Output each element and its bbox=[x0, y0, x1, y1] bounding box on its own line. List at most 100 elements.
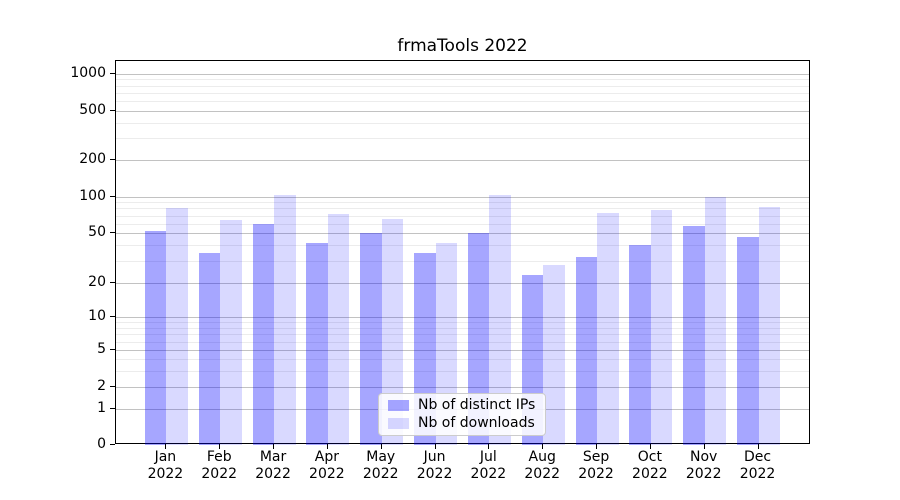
y-tickmark-0 bbox=[110, 444, 115, 445]
gridline-minor-70 bbox=[116, 215, 809, 217]
bar-oct-distinct-ips bbox=[629, 245, 651, 445]
y-tickmark-5 bbox=[110, 349, 115, 351]
x-tickmark-nov bbox=[703, 444, 705, 449]
x-tick-label-dec-2022: Dec 2022 bbox=[739, 449, 776, 482]
bar-nov-downloads bbox=[704, 196, 727, 445]
x-tickmark-sep bbox=[596, 444, 598, 449]
plot-area: Nb of distinct IPs Nb of downloads bbox=[115, 60, 810, 445]
bar-aug-downloads bbox=[543, 264, 565, 445]
bar-may-downloads bbox=[381, 219, 404, 445]
gridline-minor-900 bbox=[116, 79, 809, 81]
gridline-minor-4 bbox=[116, 359, 809, 361]
y-tick-label-5: 5 bbox=[97, 341, 106, 358]
y-tick-label-2: 2 bbox=[97, 378, 106, 394]
x-tickmark-mar bbox=[273, 444, 275, 449]
gridline-major-1000 bbox=[116, 73, 809, 75]
y-tick-label-0: 0 bbox=[97, 436, 106, 452]
gridline-minor-6 bbox=[116, 341, 809, 343]
gridline-minor-3 bbox=[116, 370, 809, 372]
x-tick-label-jan-2022: Jan 2022 bbox=[147, 449, 184, 482]
y-tick-label-1000: 1000 bbox=[70, 64, 106, 81]
legend-entry-downloads: Nb of downloads bbox=[388, 416, 545, 431]
y-tickmark-200 bbox=[110, 159, 115, 160]
bar-jan-distinct-ips bbox=[144, 231, 167, 445]
chart-title: frmaTools 2022 bbox=[397, 36, 528, 56]
y-tick-label-100: 100 bbox=[79, 187, 106, 204]
x-tickmark-dec bbox=[757, 444, 759, 449]
bar-feb-distinct-ips bbox=[198, 252, 221, 445]
legend-entry-distinct-ips: Nb of distinct IPs bbox=[388, 398, 545, 413]
x-tick-label-nov-2022: Nov 2022 bbox=[685, 449, 722, 482]
bar-feb-downloads bbox=[220, 220, 242, 445]
x-tickmark-jul bbox=[488, 444, 490, 449]
gridline-minor-300 bbox=[116, 138, 809, 140]
y-tickmark-500 bbox=[110, 110, 115, 111]
y-tick-label-500: 500 bbox=[79, 102, 106, 118]
legend-swatch-downloads bbox=[388, 418, 409, 429]
bar-nov-distinct-ips bbox=[683, 226, 705, 445]
legend-label-distinct-ips: Nb of distinct IPs bbox=[418, 397, 536, 413]
gridline-major-100 bbox=[116, 196, 809, 198]
gridline-minor-30 bbox=[116, 260, 809, 262]
x-tick-label-feb-2022: Feb 2022 bbox=[201, 449, 238, 482]
bar-jan-downloads bbox=[166, 207, 188, 445]
bar-dec-downloads bbox=[758, 206, 781, 445]
x-tick-label-jun-2022: Jun 2022 bbox=[416, 449, 453, 482]
x-tickmark-feb bbox=[219, 444, 221, 449]
x-tickmark-oct bbox=[649, 444, 651, 449]
gridline-minor-7 bbox=[116, 334, 809, 336]
y-tick-label-1: 1 bbox=[97, 399, 106, 416]
y-tick-label-20: 20 bbox=[88, 273, 106, 290]
gridline-minor-60 bbox=[116, 223, 809, 225]
y-tickmark-50 bbox=[110, 232, 115, 234]
gridline-minor-9 bbox=[116, 322, 809, 324]
x-tick-label-apr-2022: Apr 2022 bbox=[309, 449, 345, 482]
x-tickmark-jun bbox=[434, 444, 436, 449]
x-tick-label-mar-2022: Mar 2022 bbox=[255, 449, 291, 482]
gridline-major-10 bbox=[116, 317, 809, 318]
x-tick-label-aug-2022: Aug 2022 bbox=[524, 449, 561, 482]
bar-jul-downloads bbox=[489, 195, 511, 445]
x-tickmark-may bbox=[380, 444, 382, 449]
y-tickmark-1 bbox=[110, 407, 115, 409]
gridline-minor-600 bbox=[116, 101, 809, 103]
y-tickmark-10 bbox=[110, 316, 115, 317]
bar-jul-distinct-ips bbox=[467, 233, 490, 445]
x-tick-label-may-2022: May 2022 bbox=[362, 449, 399, 482]
gridline-minor-800 bbox=[116, 85, 809, 87]
x-tick-label-jul-2022: Jul 2022 bbox=[470, 449, 507, 482]
gridline-minor-8 bbox=[116, 327, 809, 329]
gridline-minor-90 bbox=[116, 202, 809, 204]
x-tickmark-apr bbox=[326, 444, 328, 449]
gridline-minor-80 bbox=[116, 208, 809, 210]
legend-label-downloads: Nb of downloads bbox=[418, 415, 535, 431]
gridline-major-200 bbox=[116, 160, 809, 161]
x-tick-label-sep-2022: Sep 2022 bbox=[578, 449, 614, 482]
bar-dec-distinct-ips bbox=[737, 236, 759, 445]
gridline-major-2 bbox=[116, 387, 809, 388]
bar-may-distinct-ips bbox=[360, 233, 382, 445]
x-tickmark-aug bbox=[542, 444, 544, 449]
y-tickmark-100 bbox=[110, 195, 115, 197]
bar-sep-downloads bbox=[597, 212, 619, 445]
x-tickmark-jan bbox=[165, 444, 167, 449]
gridline-major-20 bbox=[116, 282, 809, 284]
gridline-minor-700 bbox=[116, 92, 809, 94]
bar-apr-downloads bbox=[327, 214, 350, 445]
x-tick-label-oct-2022: Oct 2022 bbox=[632, 449, 668, 482]
bar-mar-distinct-ips bbox=[252, 223, 275, 445]
y-tick-label-200: 200 bbox=[79, 151, 106, 167]
bar-oct-downloads bbox=[650, 209, 673, 445]
y-tickmark-20 bbox=[110, 281, 115, 283]
gridline-minor-40 bbox=[116, 245, 809, 247]
y-tick-label-50: 50 bbox=[88, 224, 106, 241]
legend-swatch-distinct-ips bbox=[388, 400, 409, 411]
y-tickmark-1000 bbox=[110, 72, 115, 74]
bar-apr-distinct-ips bbox=[306, 242, 328, 445]
gridline-major-50 bbox=[116, 233, 809, 235]
gridline-major-500 bbox=[116, 111, 809, 112]
bar-mar-downloads bbox=[274, 194, 296, 445]
y-tick-label-10: 10 bbox=[88, 308, 106, 324]
y-tickmark-2 bbox=[110, 386, 115, 387]
